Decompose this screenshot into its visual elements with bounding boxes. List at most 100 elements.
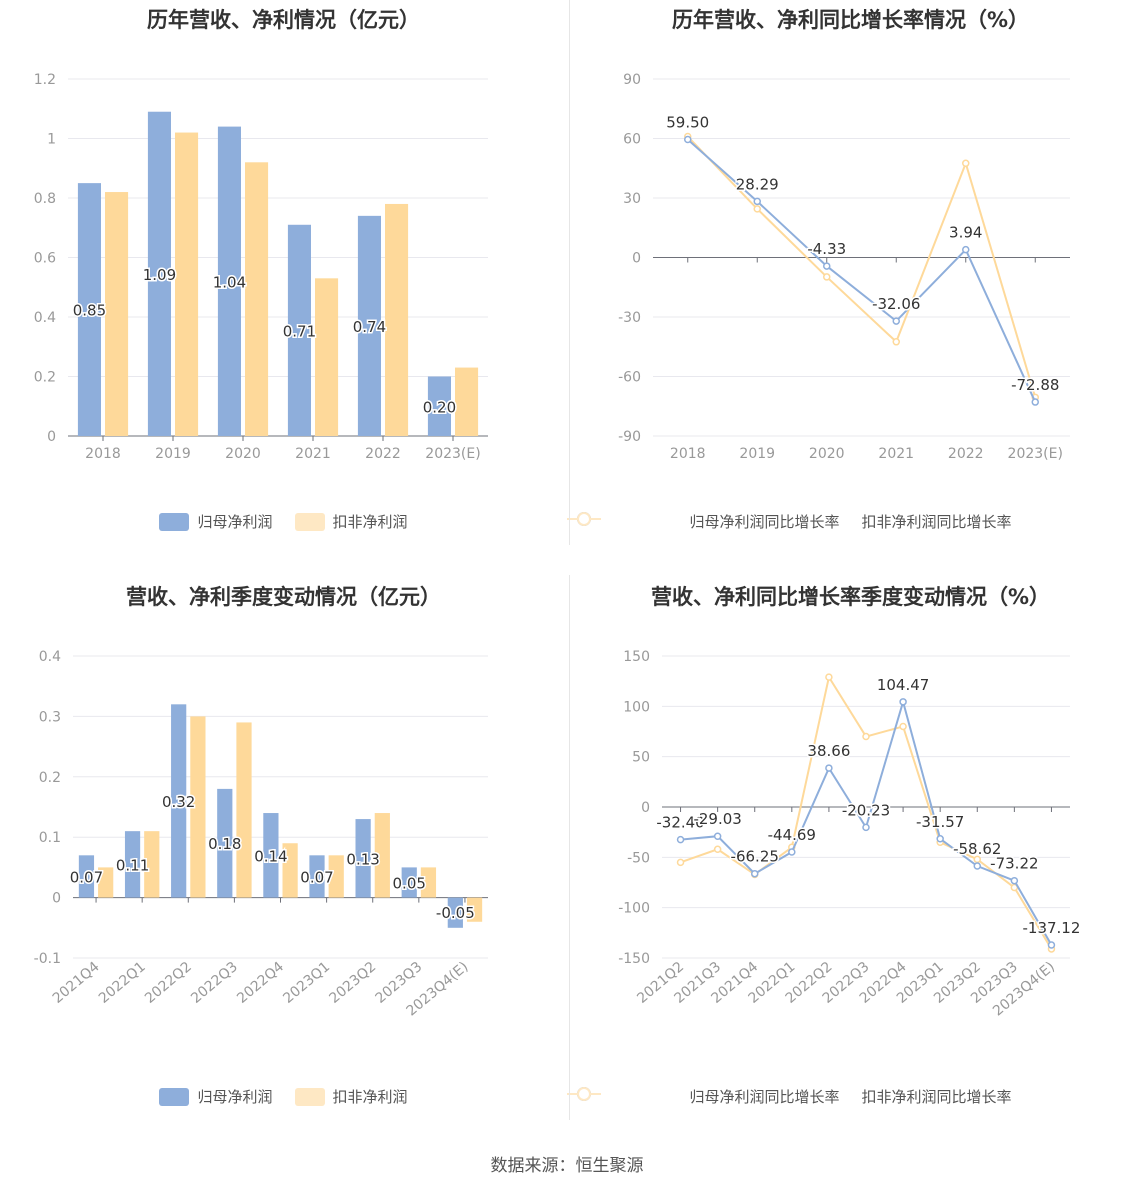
bar-data-label: 0.85 xyxy=(73,302,106,320)
point-deducted-growth xyxy=(962,159,970,168)
legend-item-deducted-growth[interactable]: 扣非净利润同比增长率 xyxy=(567,511,1012,532)
y-tick-label: 100 xyxy=(623,699,650,715)
bar-parent-net-profit xyxy=(401,867,417,898)
x-tick-label: 2021 xyxy=(878,446,914,462)
legend-item-deducted-net-profit[interactable]: 扣非净利润 xyxy=(294,511,408,532)
line-data-label: -73.22 xyxy=(990,855,1038,873)
bar-parent-net-profit xyxy=(447,897,463,928)
y-tick-label: -50 xyxy=(627,850,650,866)
chart-title: 历年营收、净利情况（亿元） xyxy=(147,8,420,32)
bar-deducted-net-profit xyxy=(175,132,199,437)
bar-deducted-net-profit xyxy=(282,843,298,898)
line-data-label: -137.12 xyxy=(1023,919,1081,937)
line-deducted-growth xyxy=(687,135,1037,398)
y-tick-label: -150 xyxy=(618,951,650,967)
bar-deducted-net-profit xyxy=(385,203,409,436)
chart-title: 营收、净利季度变动情况（亿元） xyxy=(126,585,441,609)
quarterly-profit-panel: 营收、净利季度变动情况（亿元） -0.1 0 0.1 0.2 0.3 0.4 2021Q4 2… xyxy=(0,577,567,1152)
bar-parent-net-profit xyxy=(124,831,141,898)
legend-item-parent-growth[interactable]: 归母净利润同比增长率 xyxy=(567,1086,840,1107)
x-tick-label: 2018 xyxy=(85,446,121,462)
x-tick-label: 2023(E) xyxy=(1008,446,1063,462)
x-tick-label: 2020 xyxy=(809,446,845,462)
line-data-label: -72.88 xyxy=(1011,376,1059,394)
legend-swatch-blue xyxy=(159,1087,190,1106)
y-tick-label: 1.2 xyxy=(34,72,56,88)
bar-parent-net-profit xyxy=(78,855,95,898)
y-tick-label: -0.1 xyxy=(34,951,61,967)
bar-data-label: 0.74 xyxy=(353,318,386,336)
bar-parent-net-profit xyxy=(171,704,187,898)
line-data-label: -32.06 xyxy=(872,295,920,313)
bar-deducted-net-profit xyxy=(455,367,479,436)
line-data-label: -20.23 xyxy=(842,801,890,819)
chart-legend: 归母净利润同比增长率 扣非净利润同比增长率 xyxy=(567,1086,1134,1107)
point-parent-growth xyxy=(684,135,692,144)
legend-item-deducted-net-profit[interactable]: 扣非净利润 xyxy=(294,1086,408,1107)
y-tick-label: 60 xyxy=(623,132,641,148)
y-tick-label: 30 xyxy=(623,191,641,207)
quarterly-growth-line-chart: -150-100-500501001502021Q22021Q32021Q420… xyxy=(618,649,1082,1019)
legend-label: 扣非净利润 xyxy=(332,513,408,531)
chart-title: 营收、净利同比增长率季度变动情况（%） xyxy=(650,585,1051,609)
y-tick-label: 0 xyxy=(632,251,641,267)
x-tick-label: 2022Q2 xyxy=(142,959,195,1007)
legend-item-deducted-growth[interactable]: 扣非净利润同比增长率 xyxy=(567,1086,1012,1107)
legend-line-marker-orange xyxy=(567,512,601,526)
x-tick-label: 2021 xyxy=(295,446,331,462)
bar-deducted-net-profit xyxy=(245,162,269,437)
bar-deducted-net-profit xyxy=(328,855,344,898)
bar-data-label: 0.18 xyxy=(208,835,241,853)
bar-data-label: 0.20 xyxy=(423,398,456,416)
y-tick-label: 0 xyxy=(52,891,61,907)
point-parent-growth xyxy=(676,835,685,844)
y-tick-label: 0 xyxy=(641,800,650,816)
line-parent-growth xyxy=(687,138,1037,403)
point-parent-growth xyxy=(862,823,870,832)
bar-parent-net-profit xyxy=(357,215,381,436)
bar-parent-net-profit xyxy=(77,183,101,436)
legend-item-parent-growth[interactable]: 归母净利润同比增长率 xyxy=(567,511,840,532)
line-data-label: 104.47 xyxy=(877,676,930,694)
point-deducted-growth xyxy=(899,722,907,731)
annual-profit-panel: 历年营收、净利情况（亿元） 0 0.2 0.4 0.6 0.8 1 1.2 2018 2019 2… xyxy=(0,0,567,575)
legend-swatch-orange xyxy=(294,1087,325,1106)
line-data-label: -66.25 xyxy=(731,848,779,866)
x-tick-label: 2023Q1 xyxy=(280,959,333,1007)
line-data-label: 3.94 xyxy=(949,224,982,242)
point-parent-growth xyxy=(788,848,796,856)
bar-parent-net-profit xyxy=(355,819,371,898)
bar-deducted-net-profit xyxy=(374,813,390,898)
x-tick-label: 2019 xyxy=(739,446,775,462)
legend-label: 归母净利润同比增长率 xyxy=(689,1088,840,1106)
line-data-label: -58.62 xyxy=(953,840,1001,858)
data-source-note: 数据来源：恒生聚源 xyxy=(490,1156,644,1176)
x-tick-label: 2022 xyxy=(365,446,401,462)
bar-parent-net-profit xyxy=(217,788,233,898)
bar-data-label: 0.32 xyxy=(162,793,195,811)
bar-deducted-net-profit xyxy=(466,897,483,922)
bar-data-label: 1.04 xyxy=(213,273,246,291)
legend-item-parent-net-profit[interactable]: 归母净利润 xyxy=(159,1086,273,1107)
point-parent-growth xyxy=(973,862,982,870)
point-deducted-growth xyxy=(892,338,900,346)
legend-label: 归母净利润同比增长率 xyxy=(689,513,840,531)
bar-deducted-net-profit xyxy=(420,867,437,898)
y-tick-label: 50 xyxy=(632,750,650,766)
bar-data-label: 0.05 xyxy=(393,875,426,893)
y-tick-label: -60 xyxy=(618,370,641,386)
line-data-label: 28.29 xyxy=(736,175,779,193)
x-tick-label: 2022Q3 xyxy=(188,959,241,1007)
legend-label: 归母净利润 xyxy=(197,1088,273,1106)
x-tick-label: 2019 xyxy=(155,446,191,462)
y-tick-label: 0.1 xyxy=(39,830,61,846)
y-tick-label: 0.8 xyxy=(34,191,56,207)
point-parent-growth xyxy=(713,832,722,840)
bar-deducted-net-profit xyxy=(144,831,160,898)
x-tick-label: 2023(E) xyxy=(425,446,480,462)
legend-item-parent-net-profit[interactable]: 归母净利润 xyxy=(159,511,273,532)
panel-divider xyxy=(569,575,570,1120)
legend-swatch-orange xyxy=(294,512,325,531)
y-tick-label: 0.4 xyxy=(34,310,56,326)
bar-deducted-net-profit xyxy=(105,192,129,436)
